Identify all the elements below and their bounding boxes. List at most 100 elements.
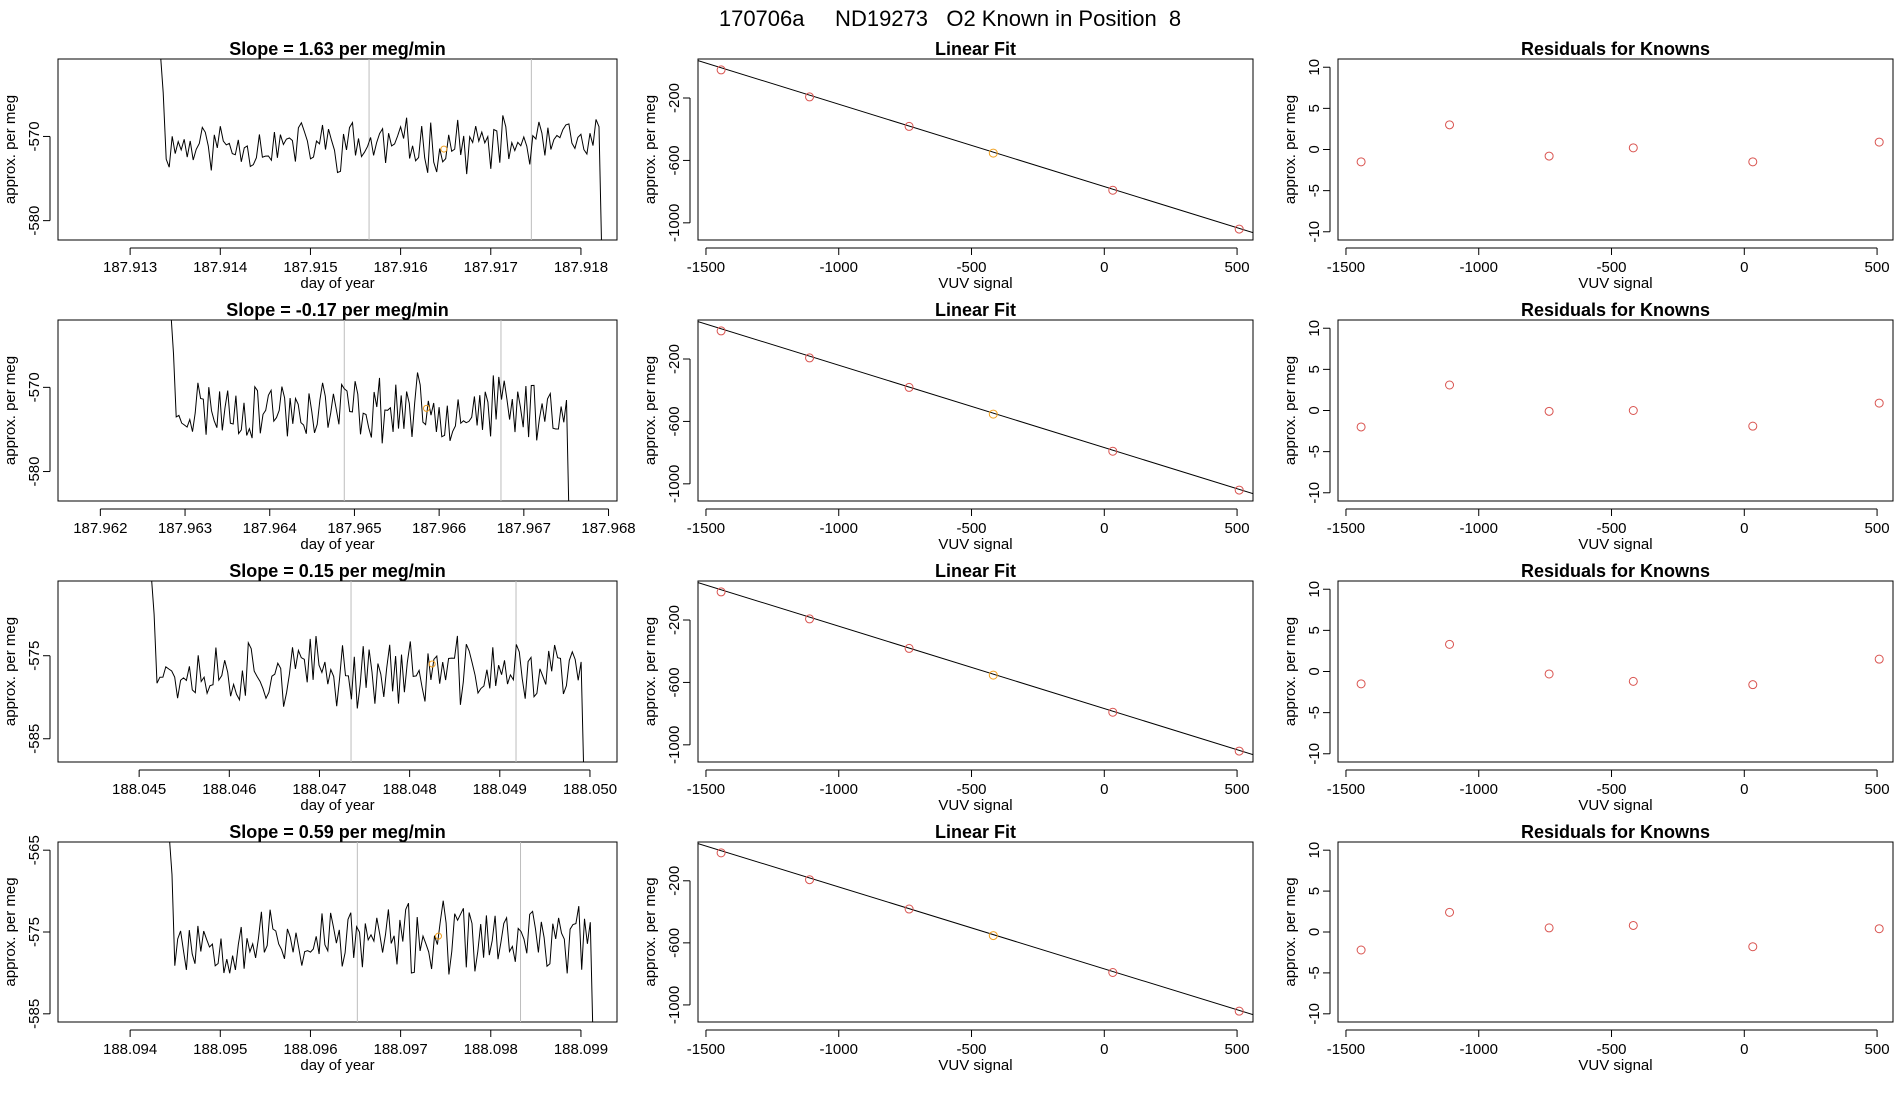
data-point	[1356, 157, 1366, 167]
data-point	[716, 65, 726, 75]
panel-title: Residuals for Knowns	[1521, 561, 1710, 581]
data-point	[1445, 380, 1455, 390]
main-title: 170706a ND19273 O2 Known in Position 8	[719, 6, 1181, 31]
y-axis: -200 -600 -1000	[666, 605, 691, 764]
y-tick-label: -565	[26, 835, 43, 865]
y-axis-label: approx. per meg	[2, 877, 19, 986]
x-tick-label: 500	[1865, 520, 1890, 537]
panel-title: Residuals for Knowns	[1521, 300, 1710, 320]
chart-panel-11: Residuals for Knowns -1500 -1000 -500 0 500 VU…	[1282, 822, 1894, 1074]
x-tick-label: 188.049	[473, 781, 527, 798]
panel-title: Slope = 1.63 per meg/min	[229, 39, 446, 59]
data-point	[988, 931, 998, 941]
x-tick-label: -1000	[1460, 520, 1498, 537]
plot-frame	[1337, 319, 1894, 502]
x-tick-label: -1000	[1460, 1041, 1498, 1058]
data-point	[1544, 669, 1554, 679]
x-tick-label: 188.050	[563, 781, 617, 798]
y-tick-label: 0	[1306, 145, 1323, 153]
y-axis-label: approx. per meg	[2, 617, 19, 726]
y-tick-label: 10	[1306, 320, 1323, 337]
y-tick-label: -1000	[666, 465, 683, 503]
y-axis-label: approx. per meg	[1282, 95, 1299, 204]
panel-title: Slope = -0.17 per meg/min	[226, 300, 449, 320]
y-axis-label: approx. per meg	[642, 877, 659, 986]
panel-title: Residuals for Knowns	[1521, 822, 1710, 842]
x-axis-label: VUV signal	[938, 797, 1012, 814]
plot-area	[160, 59, 602, 240]
panel-title: Linear Fit	[935, 822, 1016, 842]
x-tick-label: 188.048	[383, 781, 437, 798]
panel-title: Linear Fit	[935, 561, 1016, 581]
y-axis: -200 -600 -1000	[666, 83, 691, 242]
x-axis: 187.913 187.914 187.915 187.916 187.917 187.9…	[103, 247, 608, 276]
plot-frame	[697, 841, 1254, 1023]
x-tick-label: 0	[1740, 1041, 1748, 1058]
x-axis-label: VUV signal	[1578, 536, 1652, 553]
y-tick-label: -1000	[666, 204, 683, 242]
x-tick-label: -500	[1597, 1041, 1627, 1058]
x-axis: -1500 -1000 -500 0 500	[687, 1029, 1250, 1058]
x-tick-label: -1500	[1327, 1041, 1365, 1058]
x-tick-label: 500	[1225, 781, 1250, 798]
y-axis-label: approx. per meg	[642, 95, 659, 204]
y-tick-label: -575	[26, 641, 43, 671]
x-tick-label: -500	[957, 520, 987, 537]
x-tick-label: -500	[1597, 520, 1627, 537]
data-point	[988, 148, 998, 158]
y-tick-label: -580	[26, 206, 43, 236]
plot-frame	[57, 319, 618, 502]
plot-frame	[57, 841, 618, 1023]
y-tick-label: -585	[26, 999, 43, 1029]
x-tick-label: 187.968	[581, 520, 635, 537]
y-tick-label: -10	[1306, 482, 1323, 504]
data-point	[1874, 654, 1884, 664]
x-tick-label: 187.962	[73, 520, 127, 537]
x-tick-label: 188.095	[193, 1041, 247, 1058]
plot-frame	[697, 580, 1254, 763]
x-axis-label: VUV signal	[938, 275, 1012, 292]
data-point	[1628, 676, 1638, 686]
y-tick-label: -10	[1306, 1003, 1323, 1025]
x-tick-label: -1000	[1460, 781, 1498, 798]
y-tick-label: 0	[1306, 928, 1323, 936]
x-tick-label: 187.917	[464, 259, 518, 276]
plot-area	[698, 582, 1253, 756]
data-point	[988, 670, 998, 680]
data-point	[1445, 907, 1455, 917]
chart-panel-1: Slope = -0.17 per meg/min 187.962 187.963 1…	[2, 300, 636, 553]
x-tick-label: 188.047	[292, 781, 346, 798]
y-axis: -570 -580	[26, 121, 51, 236]
x-axis: -1500 -1000 -500 0 500	[1327, 769, 1890, 798]
x-tick-label: 188.099	[554, 1041, 608, 1058]
panel-title: Slope = 0.15 per meg/min	[229, 561, 446, 581]
y-tick-label: -600	[666, 145, 683, 175]
x-tick-label: -1500	[687, 520, 725, 537]
data-point	[805, 875, 815, 885]
plot-frame	[1337, 841, 1894, 1023]
fit-line	[698, 843, 1253, 1016]
x-tick-label: -1000	[820, 1041, 858, 1058]
data-point	[904, 382, 914, 392]
y-axis: -10 -5 0 5 10	[1306, 320, 1331, 504]
y-tick-label: 0	[1306, 406, 1323, 414]
x-axis: 188.045 188.046 188.047 188.048 188.049 188.0…	[112, 769, 617, 798]
y-axis: -10 -5 0 5 10	[1306, 59, 1331, 243]
plot-area	[698, 60, 1253, 234]
data-point	[1544, 923, 1554, 933]
x-tick-label: 188.097	[373, 1041, 427, 1058]
x-tick-label: -500	[957, 1041, 987, 1058]
y-tick-label: -200	[666, 344, 683, 374]
y-axis-label: approx. per meg	[2, 95, 19, 204]
y-tick-label: -5	[1306, 706, 1323, 719]
chart-panel-0: Slope = 1.63 per meg/min 187.913 187.914 18…	[2, 39, 618, 292]
x-tick-label: -1000	[820, 781, 858, 798]
data-point	[1356, 679, 1366, 689]
x-tick-label: 188.098	[464, 1041, 518, 1058]
x-tick-label: 187.963	[158, 520, 212, 537]
y-tick-label: -600	[666, 928, 683, 958]
x-tick-label: 187.913	[103, 259, 157, 276]
y-axis: -10 -5 0 5 10	[1306, 581, 1331, 765]
data-point	[1356, 945, 1366, 955]
